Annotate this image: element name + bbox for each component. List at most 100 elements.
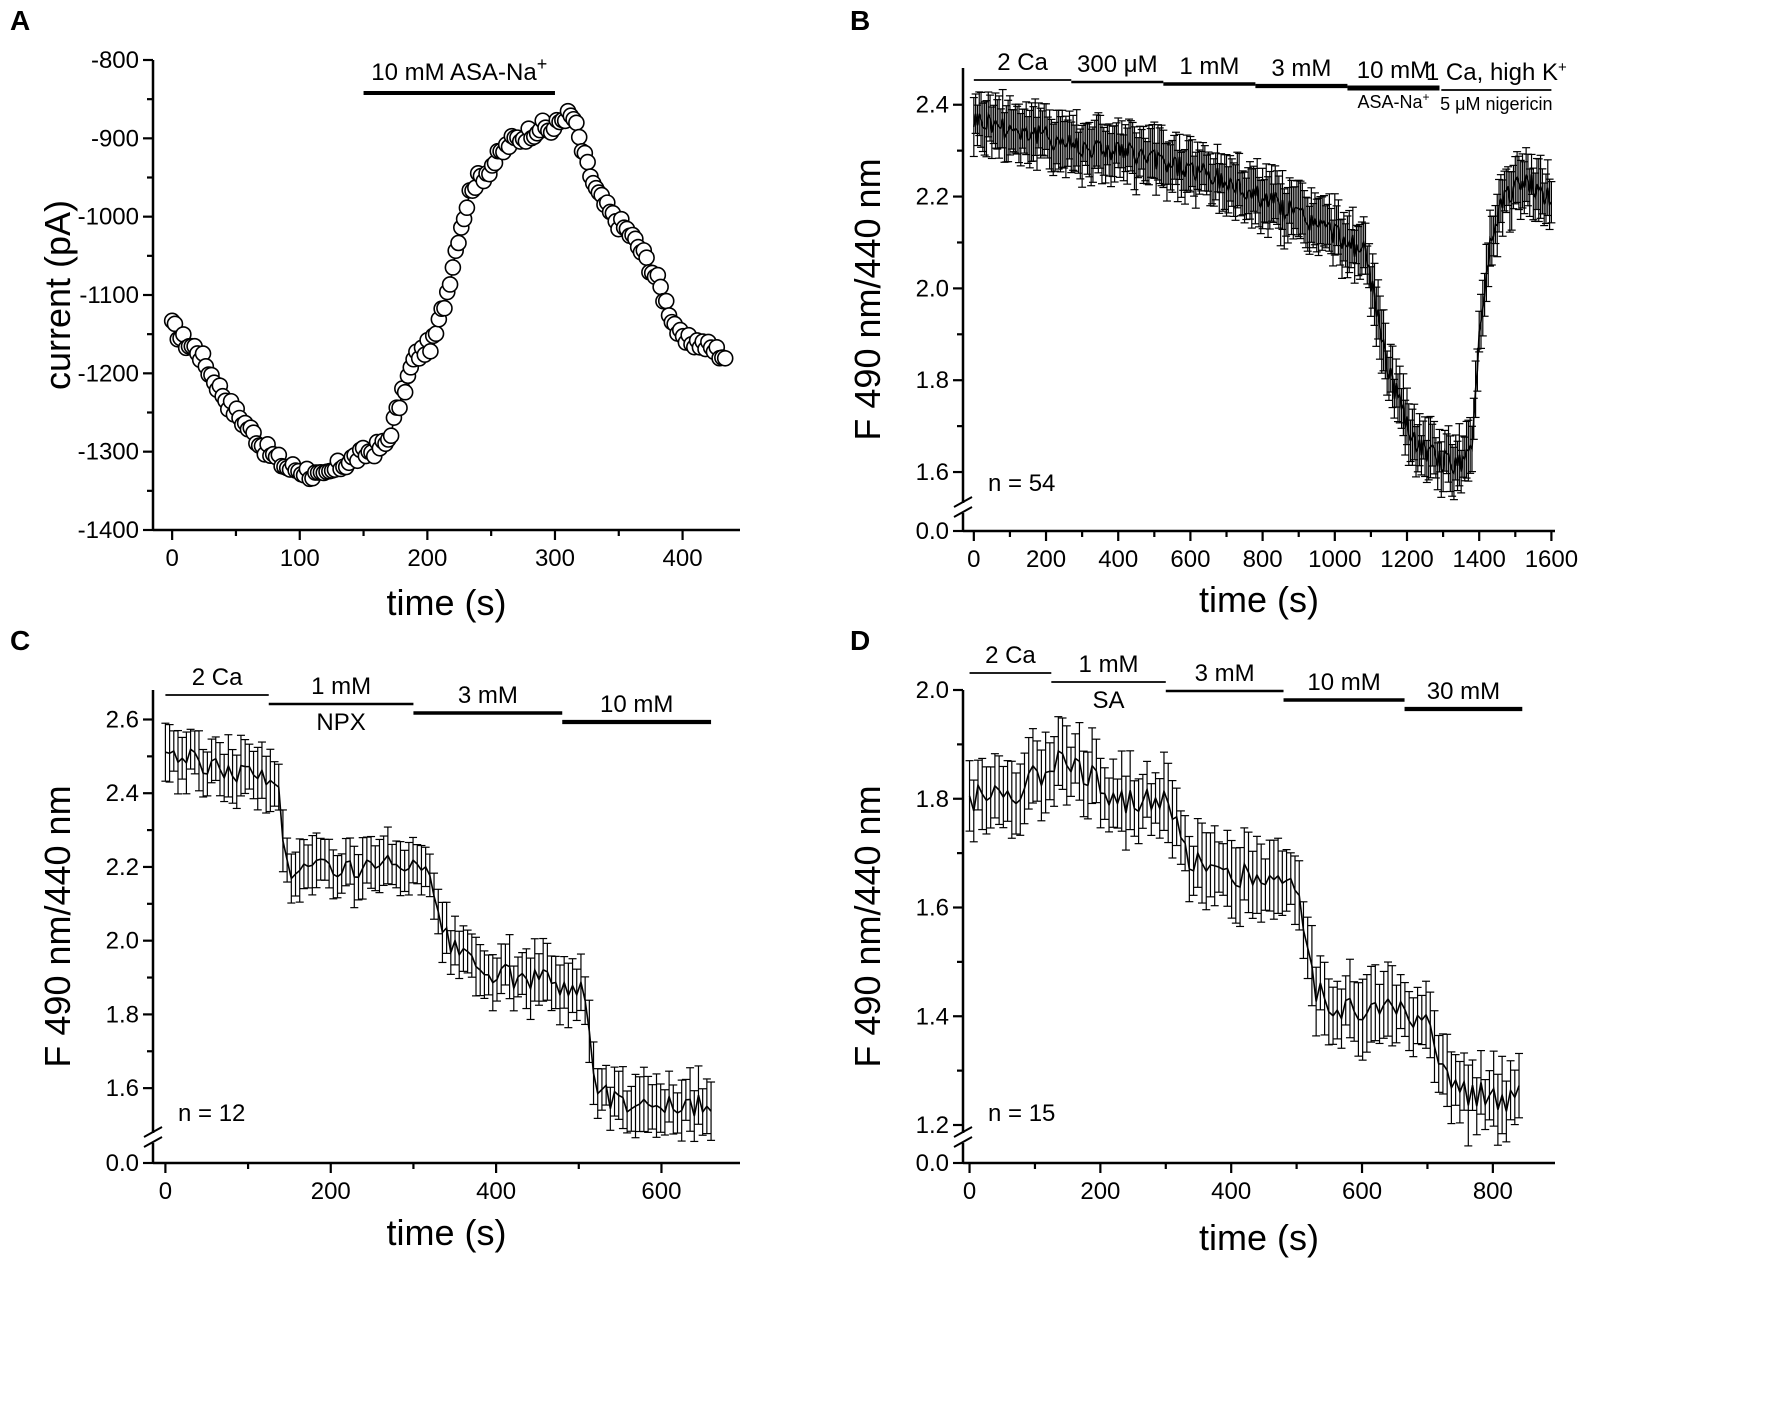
treatment-label: 300 μM (1077, 51, 1158, 78)
data-point (716, 349, 734, 367)
x-tick-label: 600 (641, 1178, 681, 1205)
treatment-sublabel: SA (1093, 687, 1125, 714)
x-tick-label: 200 (311, 1178, 351, 1205)
y-tick-label: 0.0 (106, 1150, 139, 1177)
treatment-label: 1 mM (1179, 53, 1239, 80)
data-point (391, 399, 408, 417)
data-line (165, 747, 712, 1117)
y-tick-label: -1300 (78, 439, 139, 466)
x-tick-label: 400 (663, 545, 703, 572)
y-tick-label: 1.6 (916, 459, 949, 486)
y-tick-label: 0.0 (916, 518, 949, 545)
data-point (441, 276, 459, 293)
panel-b: B 0.0 1.6 1.8 2.0 2.2 2.4 0 200 400 600 800 1000 1200… (847, 5, 1578, 620)
treatment-label: 1 mM (1079, 651, 1139, 678)
data-point (579, 153, 596, 171)
treatment-label: 3 mM (458, 682, 518, 709)
y-tick-label: -1200 (78, 360, 139, 387)
x-tick-label: 200 (1026, 546, 1066, 573)
data-point (657, 292, 675, 310)
panel-label-d: D (850, 625, 870, 656)
y-tick-label: 2.0 (106, 928, 139, 955)
x-axis-title: time (s) (1199, 579, 1319, 620)
x-tick-label: 0 (963, 1178, 976, 1205)
y-tick-label: 1.8 (916, 367, 949, 394)
treatment-sublabel: ASA-Na+ (1357, 90, 1429, 112)
x-tick-label: 400 (1211, 1178, 1251, 1205)
n-label: n = 54 (988, 470, 1055, 497)
y-tick-label: -900 (91, 125, 139, 152)
data-point (652, 278, 669, 296)
treatment-sublabel: NPX (316, 709, 365, 736)
y-tick-label: 2.0 (916, 275, 949, 302)
y-axis-title: current (pA) (37, 200, 78, 390)
x-tick-label: 300 (535, 545, 575, 572)
data-point (458, 199, 476, 217)
treatment-label: 2 Ca (985, 642, 1036, 669)
treatment-label: 2 Ca (997, 49, 1048, 76)
x-tick-label: 0 (159, 1178, 172, 1205)
x-tick-label: 600 (1342, 1178, 1382, 1205)
treatment-label: 3 mM (1195, 660, 1255, 687)
data-point (396, 383, 414, 401)
treatment-label: 3 mM (1271, 55, 1331, 82)
y-tick-label: 2.4 (916, 92, 949, 119)
y-tick-label: 2.0 (916, 677, 949, 704)
x-tick-label: 800 (1473, 1178, 1513, 1205)
x-tick-label: 200 (407, 545, 447, 572)
data-point (638, 249, 655, 266)
x-tick-label: 1000 (1308, 546, 1361, 573)
treatment-label: 10 mM ASA-Na+ (371, 54, 547, 86)
y-tick-label: 2.6 (106, 706, 139, 733)
treatment-label: 10 mM (1357, 57, 1430, 84)
treatment-label: 10 mM (600, 691, 673, 718)
axis-break-mark (953, 1126, 973, 1148)
y-tick-label: 1.8 (916, 786, 949, 813)
y-tick-label: 0.0 (916, 1150, 949, 1177)
treatment-label: 1 mM (311, 673, 371, 700)
y-tick-label: 1.4 (916, 1003, 949, 1030)
data-line (973, 111, 1552, 476)
x-tick-label: 0 (967, 546, 980, 573)
x-tick-label: 600 (1170, 546, 1210, 573)
n-label: n = 12 (178, 1100, 245, 1127)
n-label: n = 15 (988, 1100, 1055, 1127)
y-tick-label: 2.2 (916, 184, 949, 211)
y-tick-label: -800 (91, 47, 139, 74)
y-tick-label: 1.2 (916, 1112, 949, 1139)
x-tick-label: 200 (1080, 1178, 1120, 1205)
y-tick-label: 2.4 (106, 780, 139, 807)
x-tick-label: 1400 (1452, 546, 1505, 573)
data-point (568, 114, 585, 132)
axis-break-mark (953, 496, 973, 518)
data-point (450, 234, 467, 252)
x-tick-label: 400 (476, 1178, 516, 1205)
y-axis-title: F 490 nm/440 nm (847, 785, 888, 1067)
y-tick-label: -1100 (79, 282, 139, 309)
data-point (422, 343, 439, 360)
panel-a: A -800 -900 -1000 -1100 -1200 -1300 -1400 0 100 20… (10, 5, 740, 623)
treatment-label: 30 mM (1427, 678, 1500, 705)
x-tick-label: 100 (280, 545, 320, 572)
y-tick-label: -1400 (78, 517, 139, 544)
x-tick-label: 1600 (1525, 546, 1578, 573)
panel-label-b: B (850, 5, 870, 36)
data-point (427, 325, 445, 343)
panel-label-a: A (10, 5, 30, 36)
y-axis-title: F 490 nm/440 nm (37, 785, 78, 1067)
y-tick-label: -1000 (78, 204, 139, 231)
data-point (570, 128, 588, 146)
data-point (436, 299, 453, 317)
x-axis-title: time (s) (387, 582, 507, 623)
treatment-label: 2 Ca (192, 664, 243, 691)
x-axis-title: time (s) (387, 1212, 507, 1253)
x-tick-label: 0 (165, 545, 178, 572)
data-point (382, 427, 400, 445)
y-tick-label: 1.6 (106, 1075, 139, 1102)
panel-c: C 0.0 1.6 1.8 2.0 2.2 2.4 2.6 0 200 400 600 time (s)… (10, 625, 740, 1253)
treatment-sublabel: 5 μM nigericin (1440, 94, 1552, 114)
x-tick-label: 400 (1098, 546, 1138, 573)
treatment-label: 10 mM (1307, 669, 1380, 696)
x-tick-label: 800 (1243, 546, 1283, 573)
